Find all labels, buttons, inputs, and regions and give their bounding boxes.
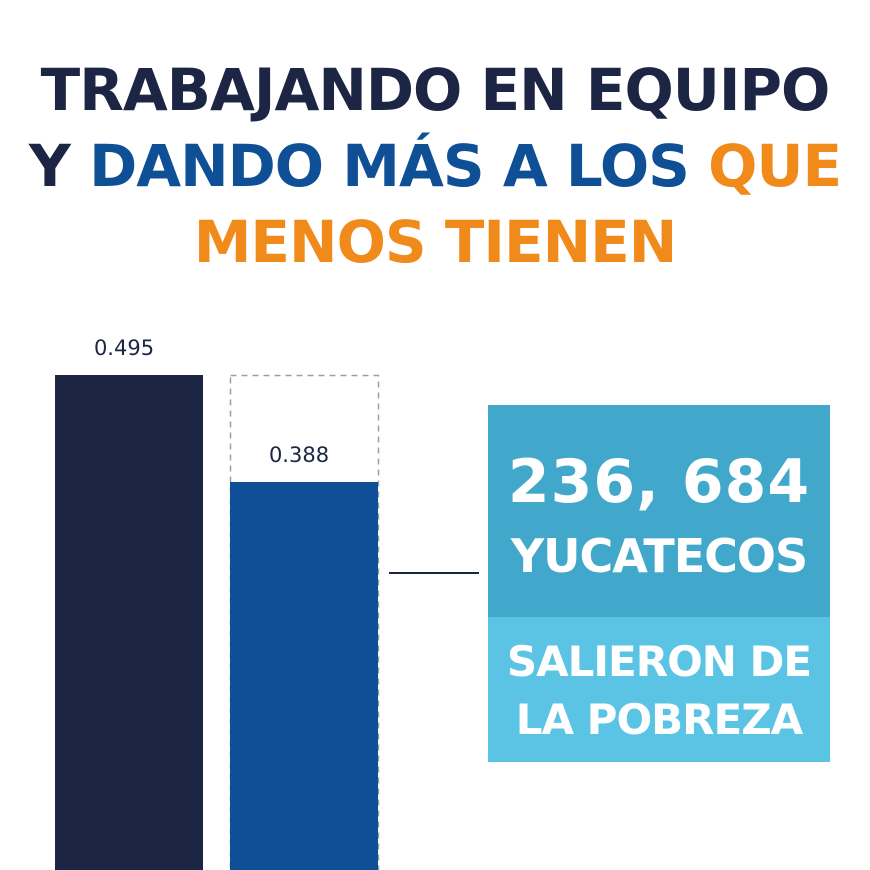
headline-line-1: TRABAJANDO EN EQUIPO <box>40 56 831 124</box>
headline-line-3: MENOS TIENEN <box>193 208 678 276</box>
headline-line-2-y: Y <box>28 132 71 200</box>
bar-2 <box>230 482 378 870</box>
headline-line-2-middle: DANDO MÁS A LOS <box>89 132 690 200</box>
headline-line-2: Y DANDO MÁS A LOS QUE <box>0 128 870 204</box>
callout-number-box: 236, 684 YUCATECOS <box>488 405 830 617</box>
bar-reference-outline <box>229 374 380 870</box>
connector-line <box>389 572 479 574</box>
callout-label: YUCATECOS <box>510 529 808 583</box>
headline: TRABAJANDO EN EQUIPO Y DANDO MÁS A LOS Q… <box>0 52 870 280</box>
headline-line-2-end: QUE <box>708 132 842 200</box>
callout-number: 236, 684 <box>507 447 811 517</box>
bar-value-label-1: 0.495 <box>94 336 154 360</box>
callout-subtitle-box: SALIERON DE LA POBREZA <box>488 617 830 762</box>
callout-subtitle-line-1: SALIERON DE <box>506 637 812 686</box>
bar-value-label-2: 0.388 <box>269 443 329 467</box>
callout-subtitle-line-2: LA POBREZA <box>515 695 803 744</box>
bar-1 <box>55 375 203 870</box>
